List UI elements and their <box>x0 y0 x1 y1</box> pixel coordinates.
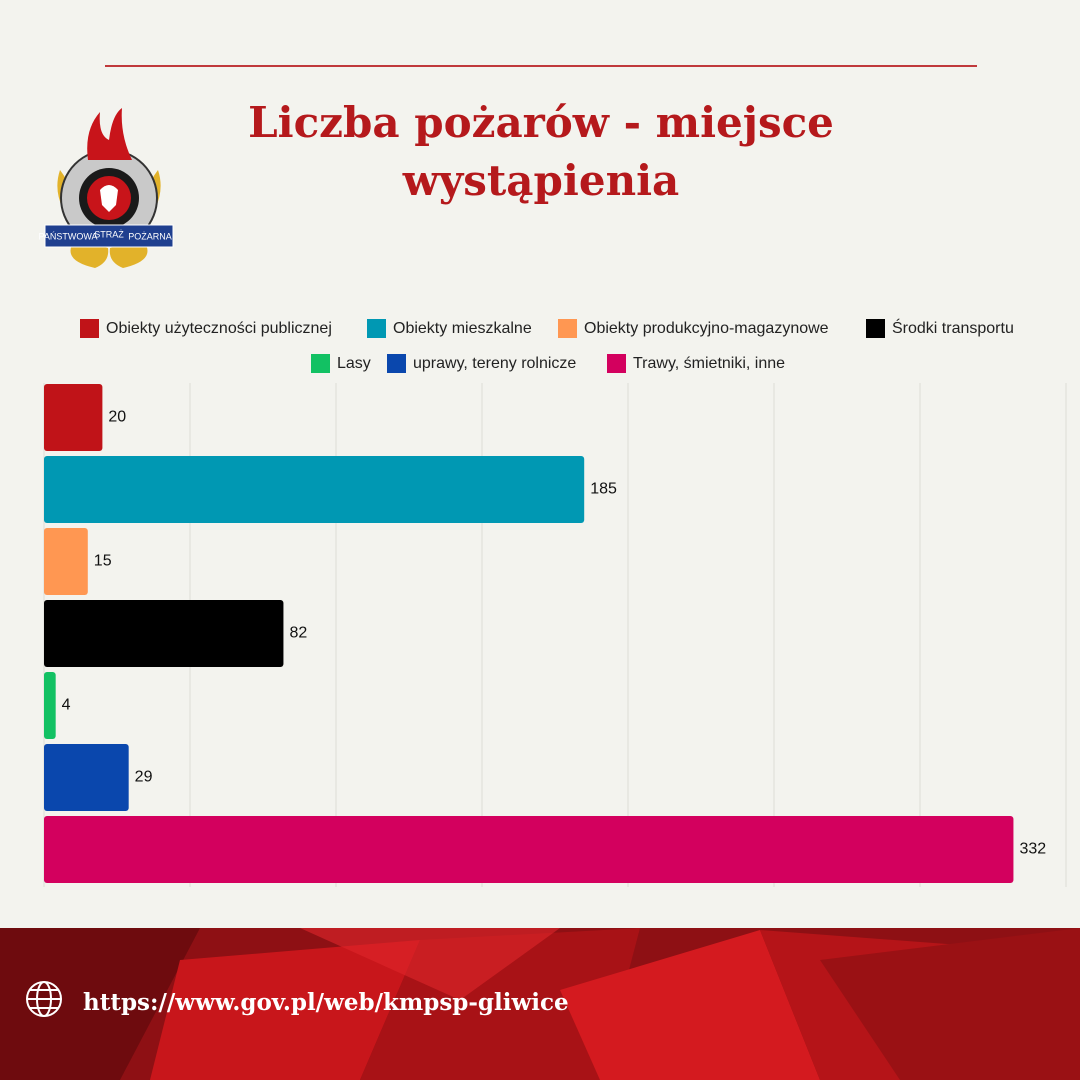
legend-swatch <box>607 354 626 373</box>
value-label: 15 <box>94 553 112 570</box>
legend-label: Środki transportu <box>892 318 1014 337</box>
bar <box>44 600 284 667</box>
value-label: 29 <box>135 769 153 786</box>
legend-swatch <box>866 319 885 338</box>
bar <box>44 528 88 595</box>
value-label: 185 <box>590 481 617 498</box>
logo: PAŃSTWOWA STRAŻ POŻARNA <box>39 108 174 268</box>
legend-label: uprawy, tereny rolnicze <box>413 355 576 372</box>
bar <box>44 384 103 451</box>
value-label: 82 <box>289 625 307 642</box>
footer-url: https://www.gov.pl/web/kmpsp-gliwice <box>83 989 569 1016</box>
value-label: 4 <box>62 697 71 714</box>
legend-label: Obiekty produkcyjno-magazynowe <box>584 320 829 337</box>
legend-label: Lasy <box>337 355 371 372</box>
legend-swatch <box>80 319 99 338</box>
legend-swatch <box>558 319 577 338</box>
legend-swatch <box>367 319 386 338</box>
chart-title: Liczba pożarów - miejsce <box>248 98 834 147</box>
bar <box>44 672 56 739</box>
footer: https://www.gov.pl/web/kmpsp-gliwice <box>0 928 1080 1080</box>
logo-text: PAŃSTWOWA <box>39 231 98 241</box>
bar <box>44 816 1014 883</box>
bar <box>44 744 129 811</box>
legend-swatch <box>387 354 406 373</box>
logo-text: STRAŻ <box>94 229 124 239</box>
chart-title: wystąpienia <box>402 156 680 205</box>
logo-text: POŻARNA <box>128 231 172 241</box>
legend-label: Obiekty użyteczności publicznej <box>106 320 332 337</box>
bar <box>44 456 585 523</box>
value-label: 332 <box>1019 841 1046 858</box>
legend-label: Obiekty mieszkalne <box>393 320 532 337</box>
value-label: 20 <box>108 409 126 426</box>
legend-swatch <box>311 354 330 373</box>
legend-label: Trawy, śmietniki, inne <box>633 355 785 372</box>
